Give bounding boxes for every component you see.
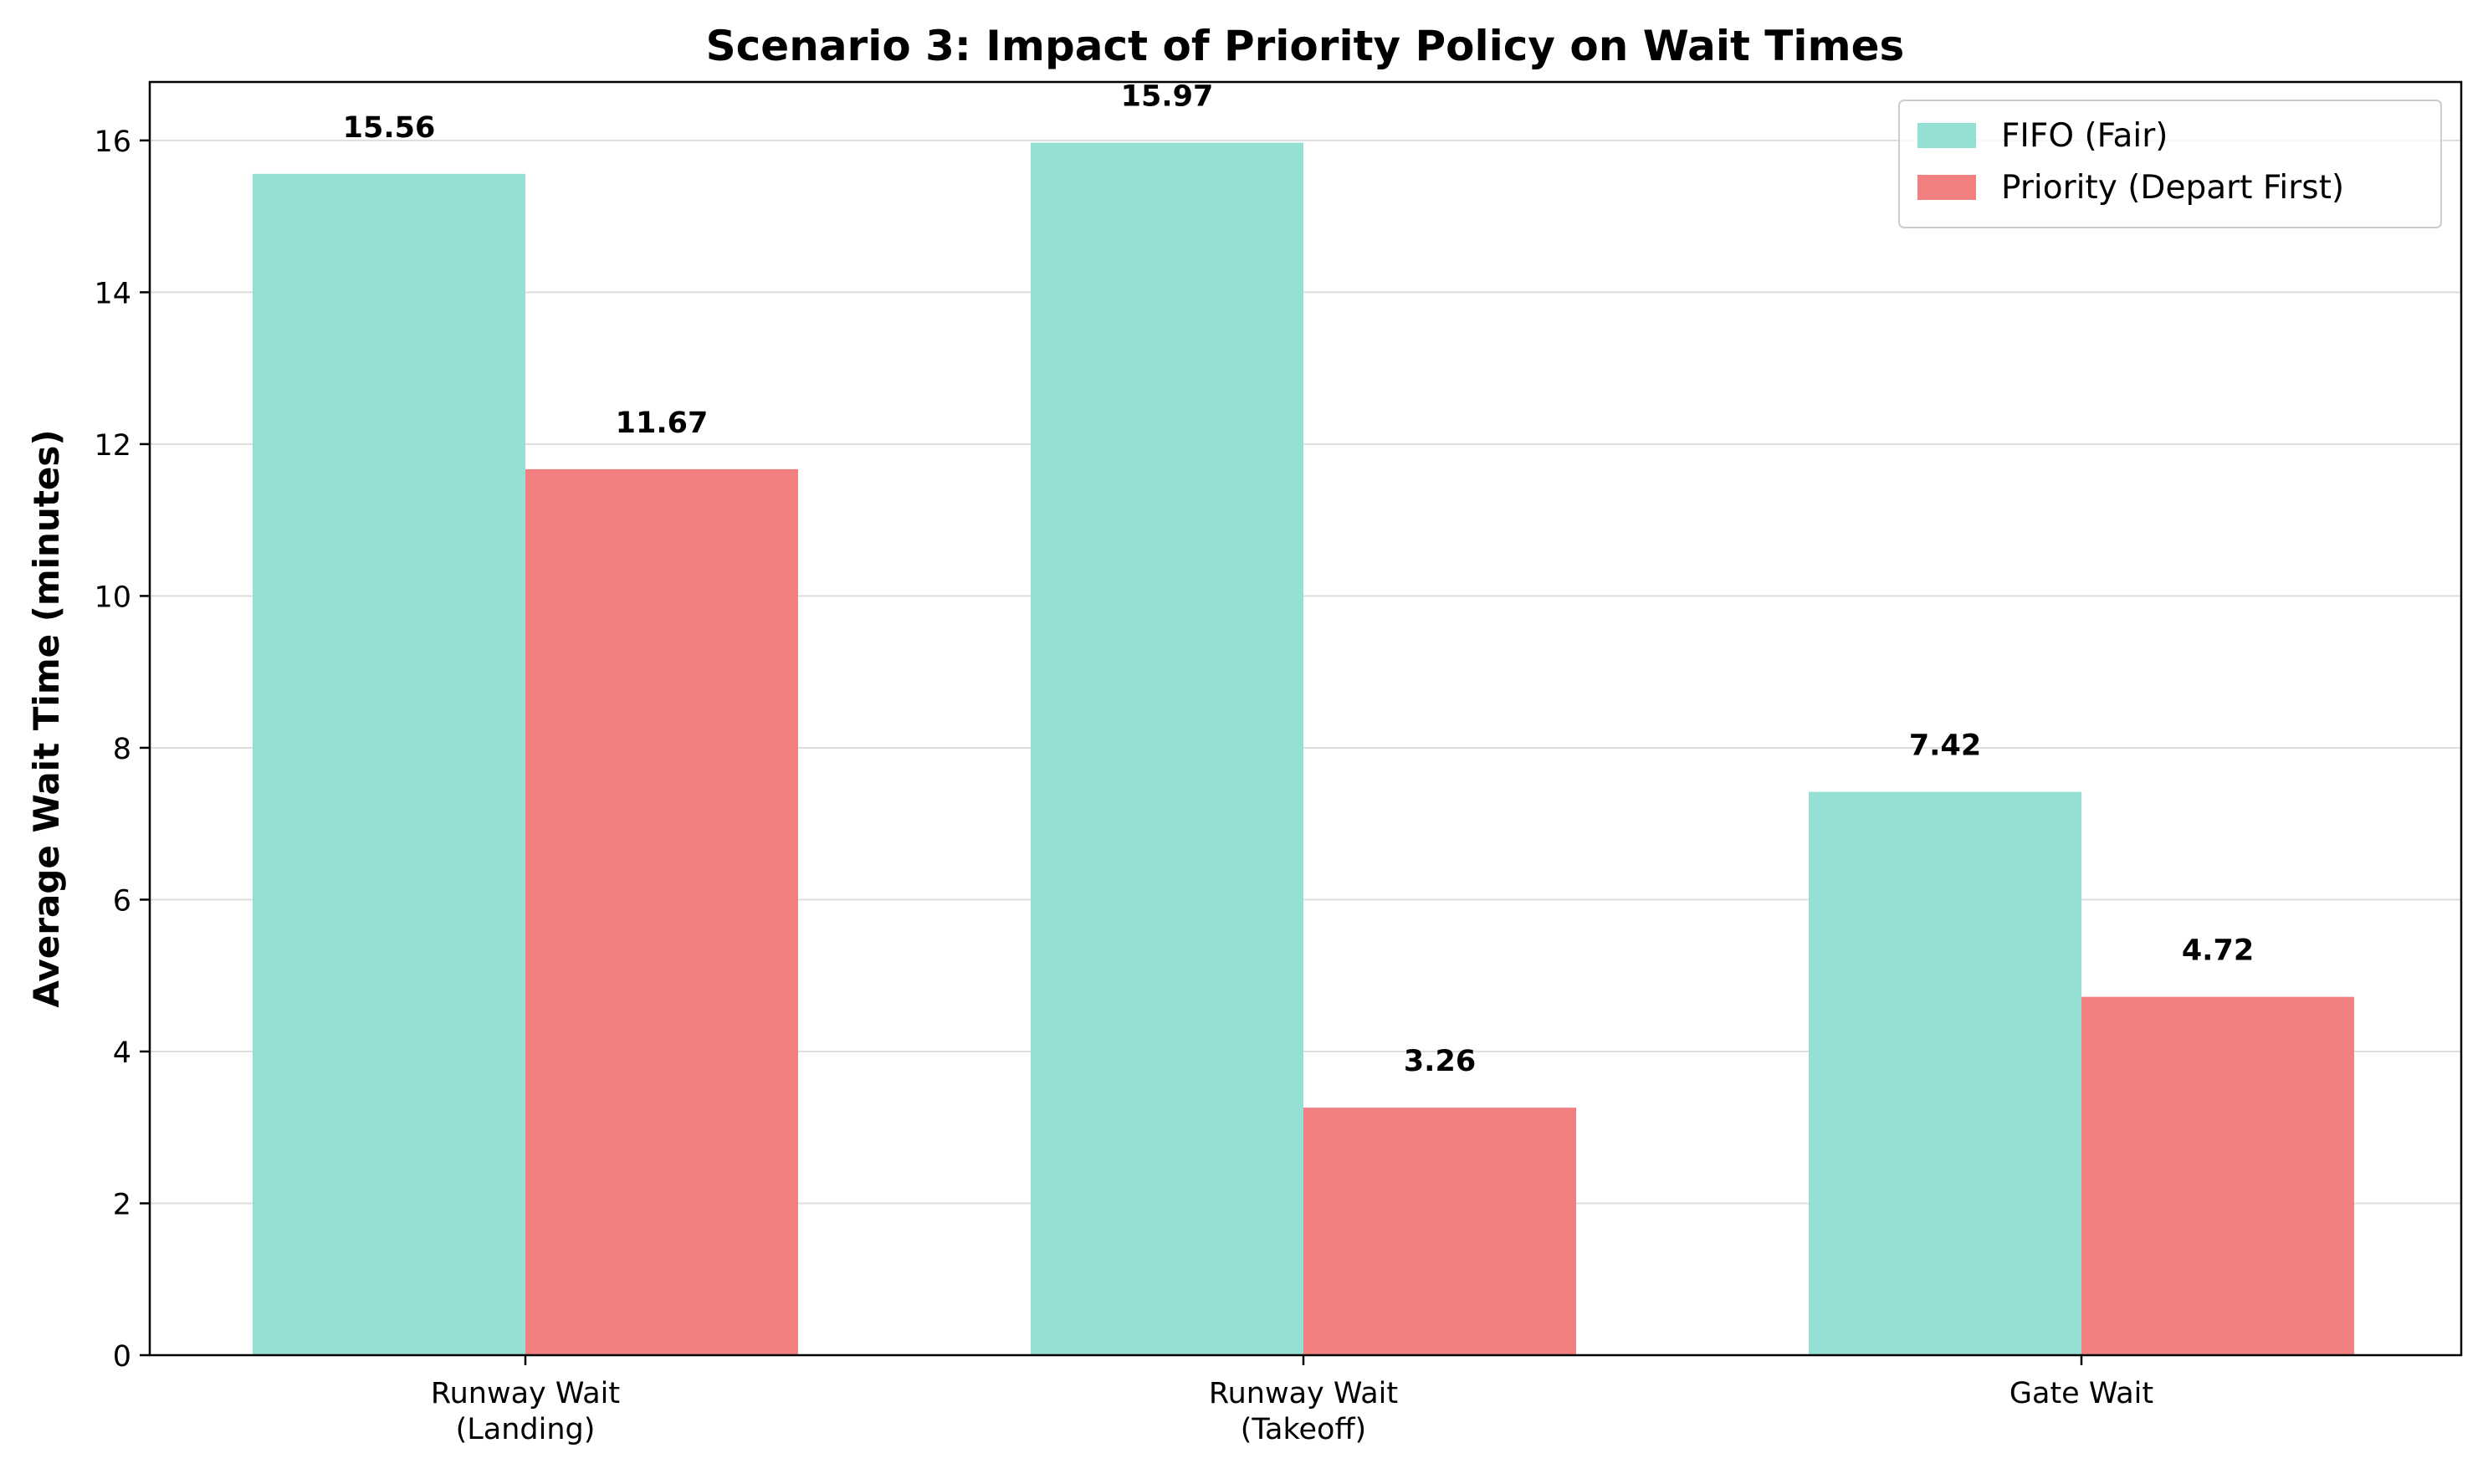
bar-fifo <box>1031 142 1303 1356</box>
bars <box>253 142 2354 1356</box>
y-tick-label: 10 <box>94 581 131 614</box>
bar-priority <box>525 468 798 1355</box>
x-axis: Runway Wait(Landing)Runway Wait(Takeoff)… <box>431 1355 2153 1446</box>
legend-swatch <box>1917 123 1976 148</box>
data-label: 7.42 <box>1909 729 1981 763</box>
legend-label: FIFO (Fair) <box>2001 117 2168 155</box>
bar-priority <box>1303 1108 1576 1355</box>
y-tick-label: 16 <box>94 125 131 159</box>
legend-frame <box>1898 100 2442 228</box>
y-axis-label: Average Wait Time (minutes) <box>26 429 67 1007</box>
y-axis: 0 2 4 6 8 10 12 14 16 <box>94 125 150 1374</box>
x-tick-label: Runway Wait <box>431 1377 620 1410</box>
bar-priority <box>2081 996 2354 1355</box>
chart-title: Scenario 3: Impact of Priority Policy on… <box>706 22 1905 70</box>
bar-fifo <box>1809 791 2081 1355</box>
y-tick-label: 12 <box>94 429 131 463</box>
y-tick-label: 6 <box>113 884 131 918</box>
axes-frame <box>148 80 2463 1357</box>
data-label: 15.97 <box>1121 80 1214 114</box>
data-label: 15.56 <box>343 111 436 145</box>
x-tick-label: (Landing) <box>456 1413 596 1446</box>
y-tick-label: 14 <box>94 277 131 310</box>
x-tick-label: (Takeoff) <box>1241 1413 1366 1446</box>
data-label: 3.26 <box>1404 1045 1476 1078</box>
y-tick-label: 8 <box>113 733 131 766</box>
y-tick-label: 4 <box>113 1036 131 1070</box>
legend-swatch <box>1917 175 1976 200</box>
x-tick-label: Runway Wait <box>1209 1377 1398 1410</box>
data-label: 11.67 <box>616 407 709 440</box>
bar-fifo <box>253 173 525 1355</box>
legend-label: Priority (Depart First) <box>2001 169 2344 207</box>
x-tick-label: Gate Wait <box>2009 1377 2153 1410</box>
data-label: 4.72 <box>2182 934 2254 968</box>
y-tick-label: 0 <box>113 1340 131 1374</box>
y-tick-label: 2 <box>113 1188 131 1221</box>
data-labels: 15.56 15.97 7.42 11.67 3.26 4.72 <box>343 80 2255 1079</box>
legend: FIFO (Fair) Priority (Depart First) <box>1898 100 2442 228</box>
